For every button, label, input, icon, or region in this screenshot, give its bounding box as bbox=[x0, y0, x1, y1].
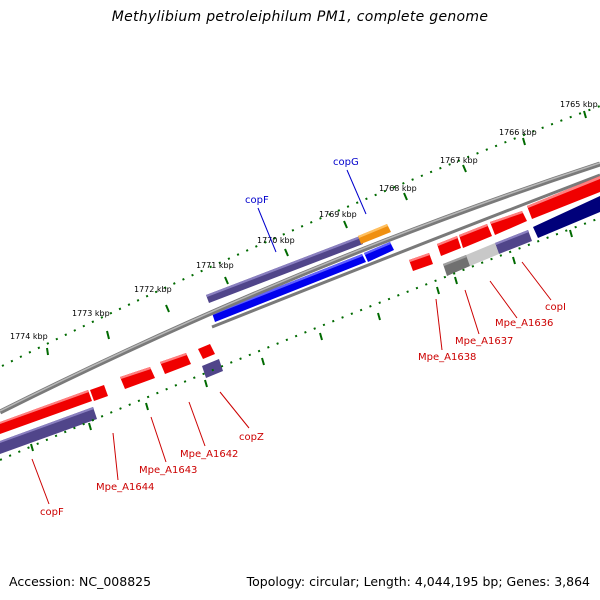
scale-label-1766: 1766 kbp bbox=[499, 128, 537, 137]
gene-copF-bottom-reverse bbox=[0, 407, 97, 454]
label-copG: copG bbox=[333, 157, 359, 168]
accession-text: Accession: NC_008825 bbox=[9, 574, 152, 589]
scale-label-1769: 1769 kbp bbox=[319, 210, 357, 219]
gene-copF-bottom-forward bbox=[0, 390, 92, 434]
gene-copZ bbox=[202, 359, 223, 378]
gene-copG-forward bbox=[358, 224, 391, 244]
scale-label-1771: 1771 kbp bbox=[196, 261, 234, 270]
gene-Mpe_A1636 bbox=[490, 211, 527, 235]
upper-scale-track bbox=[1, 105, 600, 367]
gene-lightgray bbox=[466, 243, 499, 266]
lower-scale-track bbox=[0, 217, 600, 461]
left-genes bbox=[0, 344, 223, 454]
label-copI: copI bbox=[545, 302, 566, 313]
label-Mpe_A1636: Mpe_A1636 bbox=[495, 318, 553, 329]
gene-copF-forward bbox=[206, 236, 363, 303]
gene-Mpe_A1642 bbox=[160, 353, 191, 374]
label-Mpe_A1643: Mpe_A1643 bbox=[139, 465, 197, 476]
map-title: Methylibium petroleiphilum PM1, complete… bbox=[111, 9, 489, 25]
gene-gray bbox=[443, 255, 470, 276]
gene-Mpe_A1638 bbox=[437, 236, 461, 256]
gene-Mpe_A1643 bbox=[120, 367, 155, 389]
scale-label-1765: 1765 kbp bbox=[560, 100, 598, 109]
gene-blue-forward-1 bbox=[212, 254, 366, 322]
scale-label-1773: 1773 kbp bbox=[72, 309, 110, 318]
label-copZ: copZ bbox=[239, 432, 264, 443]
label-copF-top: copF bbox=[245, 195, 269, 206]
gene-Mpe_A1644 bbox=[90, 385, 108, 401]
scale-label-1774: 1774 kbp bbox=[10, 332, 48, 341]
genome-backbone bbox=[0, 161, 600, 415]
lower-major-ticks bbox=[30, 229, 573, 452]
upper-major-ticks bbox=[46, 110, 587, 356]
gene-navy-reverse bbox=[533, 196, 600, 238]
genome-backbone-inner bbox=[211, 173, 600, 329]
gene-Mpe_A1636-reverse bbox=[495, 230, 532, 254]
forward-strand-genes bbox=[206, 224, 394, 322]
scale-label-1767: 1767 kbp bbox=[440, 156, 478, 165]
gene-Mpe_A1637 bbox=[459, 224, 492, 248]
gene-copI-forward bbox=[527, 176, 600, 219]
label-Mpe_A1637: Mpe_A1637 bbox=[455, 336, 513, 347]
label-copF-bottom: copF bbox=[40, 507, 64, 518]
gene-blue-forward-2 bbox=[364, 242, 394, 262]
scale-label-1770: 1770 kbp bbox=[257, 236, 295, 245]
label-Mpe_A1642: Mpe_A1642 bbox=[180, 449, 238, 460]
scale-label-1772: 1772 kbp bbox=[134, 285, 172, 294]
gene-red-small-right bbox=[409, 253, 433, 271]
leader-lines bbox=[31, 169, 552, 505]
gene-red-small-left bbox=[198, 344, 215, 359]
right-genes bbox=[409, 176, 600, 276]
scale-label-1768: 1768 kbp bbox=[379, 184, 417, 193]
genome-summary-text: Topology: circular; Length: 4,044,195 bp… bbox=[246, 574, 590, 589]
label-Mpe_A1644: Mpe_A1644 bbox=[96, 482, 154, 493]
label-Mpe_A1638: Mpe_A1638 bbox=[418, 352, 476, 363]
